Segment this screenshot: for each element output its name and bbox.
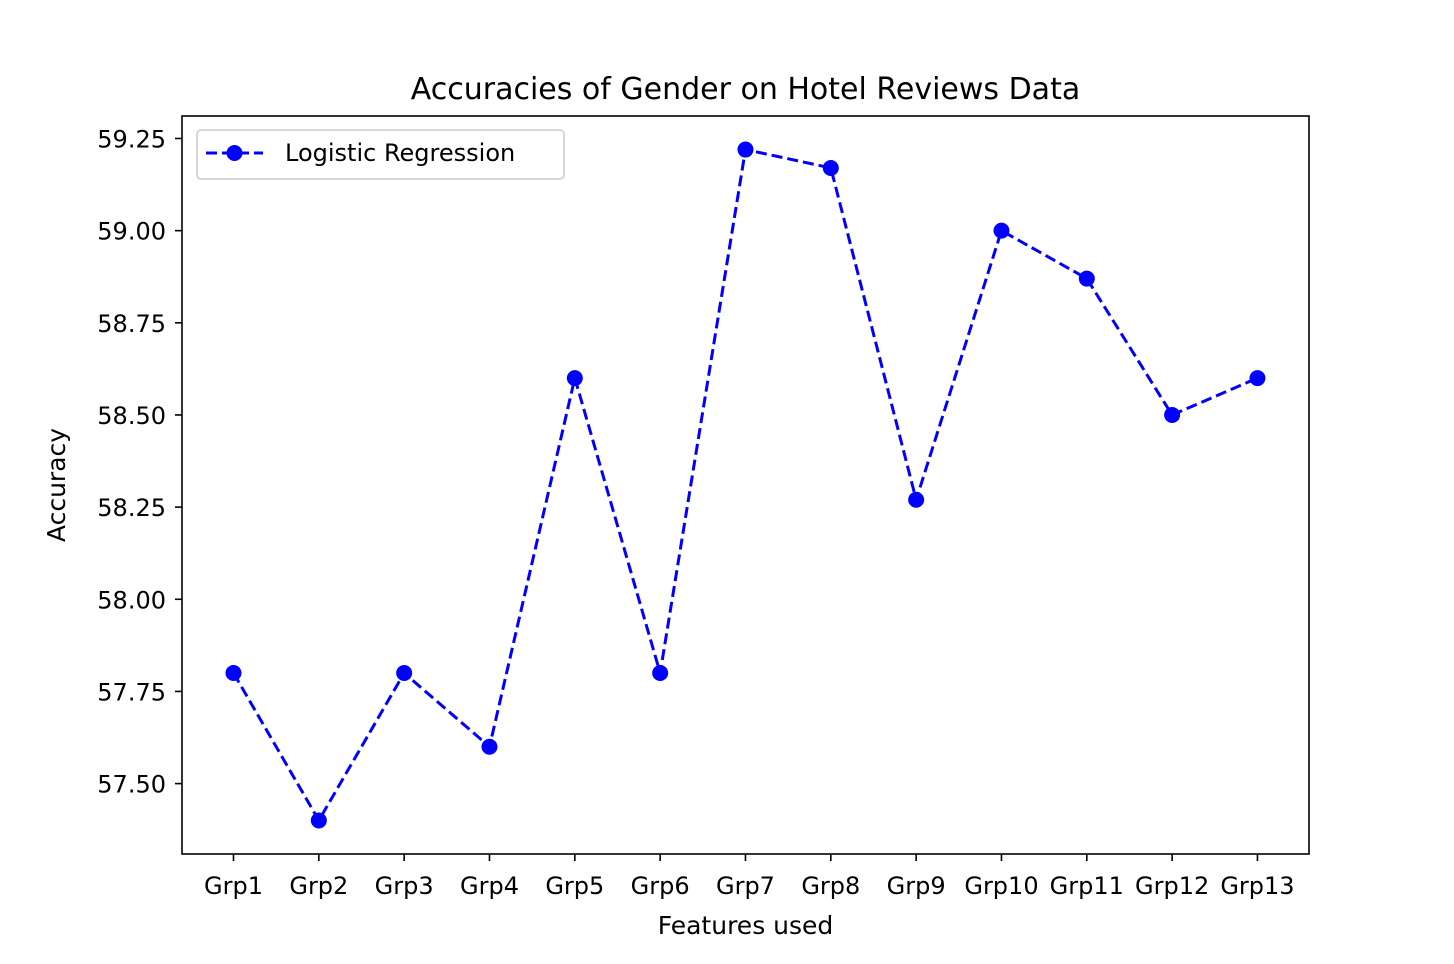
data-point (310, 812, 327, 829)
y-tick-label: 59.00 (97, 218, 166, 246)
axis-ticks: 57.50 57.75 58.00 58.25 58.50 58.75 59.00 59.25… (97, 125, 1294, 900)
data-point (822, 159, 839, 176)
series-line (232, 147, 1259, 824)
x-tick-label: Grp10 (964, 872, 1038, 900)
x-tick-label: Grp3 (375, 872, 434, 900)
x-axis-label: Features used (658, 911, 834, 940)
x-tick-label: Grp7 (716, 872, 775, 900)
y-tick-label: 59.25 (97, 125, 166, 153)
x-tick-label: Grp12 (1135, 872, 1209, 900)
x-tick-label: Grp6 (631, 872, 690, 900)
data-point (737, 141, 754, 158)
data-point (652, 665, 669, 682)
data-point (1164, 406, 1181, 423)
legend-marker (226, 145, 243, 161)
chart-title: Accuracies of Gender on Hotel Reviews Da… (411, 72, 1080, 107)
x-tick-label: Grp1 (204, 872, 263, 900)
legend-label: Logistic Regression (285, 139, 515, 167)
series-group (225, 141, 1266, 829)
legend: Logistic Regression (196, 129, 565, 180)
data-point (225, 665, 242, 682)
y-tick-label: 58.25 (97, 494, 166, 522)
x-tick-label: Grp2 (289, 872, 348, 900)
data-point (396, 665, 413, 682)
x-tick-label: Grp4 (460, 872, 519, 900)
y-tick-label: 57.50 (97, 771, 166, 799)
x-tick-label: Grp5 (545, 872, 604, 900)
x-tick-label: Grp9 (887, 872, 946, 900)
y-tick-label: 58.50 (97, 402, 166, 430)
legend-box (196, 129, 565, 180)
x-tick-label: Grp13 (1220, 872, 1294, 900)
data-point (1078, 270, 1095, 287)
data-point (566, 370, 583, 387)
y-tick-label: 58.75 (97, 310, 166, 338)
plot-area-frame (181, 115, 1310, 855)
y-tick-label: 58.00 (97, 586, 166, 614)
x-tick-label: Grp11 (1050, 872, 1124, 900)
y-axis-label: Accuracy (42, 428, 71, 542)
data-point (1249, 370, 1266, 387)
y-tick-label: 57.75 (97, 678, 166, 706)
x-tick-label: Grp8 (801, 872, 860, 900)
data-point (908, 491, 925, 508)
data-point (993, 222, 1010, 239)
data-point (481, 738, 498, 755)
